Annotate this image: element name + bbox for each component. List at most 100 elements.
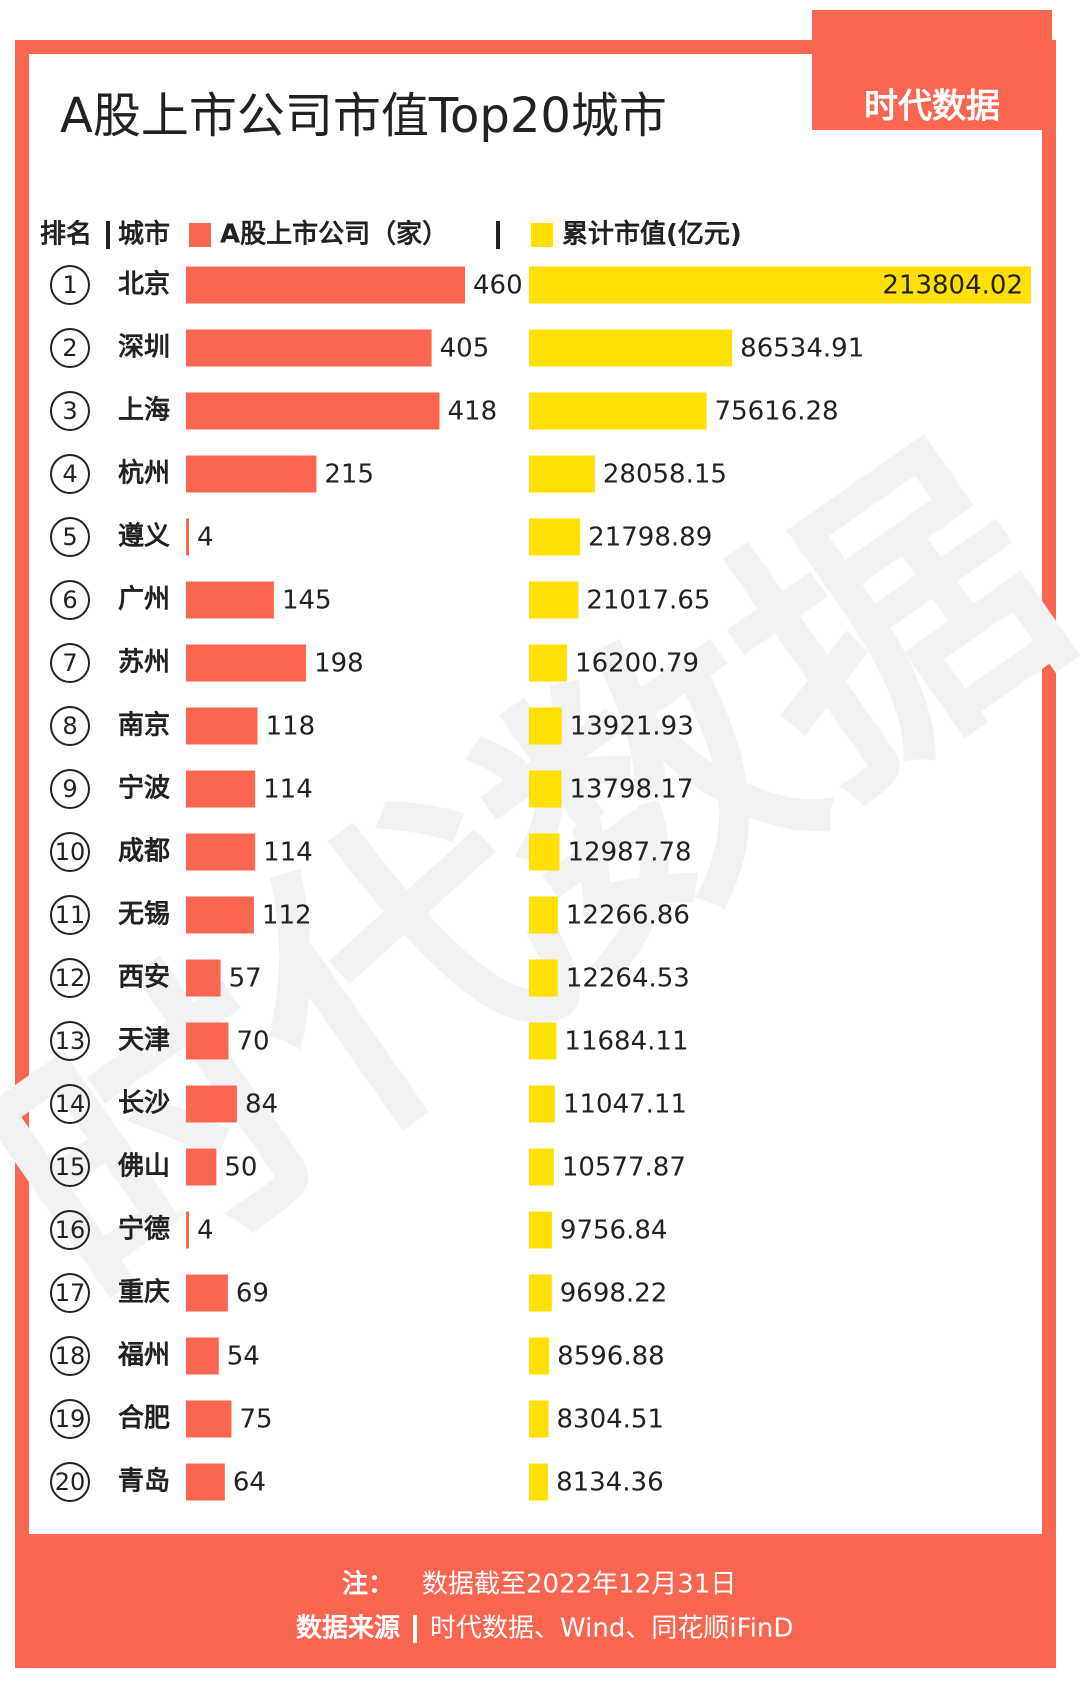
header-city: 城市 (118, 219, 170, 250)
rank-circle (50, 1462, 90, 1502)
value-label: 11684.11 (564, 1027, 688, 1057)
city: 长沙 (118, 1089, 170, 1119)
bar (529, 266, 1031, 304)
city: 青岛 (118, 1466, 170, 1497)
value-label: 75616.28 (715, 397, 839, 427)
bar (186, 1337, 219, 1375)
city: 杭州 (118, 458, 170, 489)
bar (186, 1274, 228, 1312)
value-label: 145 (282, 586, 332, 616)
value-label: 198 (314, 649, 364, 679)
city: 宁波 (118, 773, 171, 804)
bar (186, 959, 221, 997)
rank: 2 (62, 334, 77, 362)
value-label: 12987.78 (567, 838, 691, 868)
city: 成都 (118, 837, 170, 867)
rank-circle (50, 265, 90, 305)
bar (529, 833, 560, 871)
rank-circle (50, 832, 90, 872)
value-label: 215 (324, 460, 374, 490)
city: 天津 (118, 1026, 170, 1056)
legend-label: 累计市值(亿元) (562, 219, 742, 250)
value-label: 112 (262, 901, 312, 931)
bar (529, 1085, 555, 1123)
value-label: 86534.91 (740, 334, 864, 364)
value-label: 70 (236, 1027, 269, 1057)
bar (186, 581, 274, 619)
rank: 6 (62, 586, 77, 614)
bar (186, 1463, 225, 1501)
value-label: 460 (473, 271, 523, 301)
value-label: 16200.79 (575, 649, 699, 679)
legend-label: A股上市公司（家） (220, 219, 448, 250)
bar (529, 1211, 552, 1249)
city: 广州 (118, 585, 170, 615)
value-label: 8134.36 (556, 1468, 664, 1498)
bar (186, 1022, 229, 1060)
rank-circle (50, 1399, 90, 1439)
rank: 3 (62, 397, 77, 425)
header-rank: 排名 (40, 219, 92, 250)
city: 南京 (118, 710, 170, 741)
value-label: 84 (245, 1090, 278, 1120)
bar (186, 644, 307, 682)
value-label: 213804.02 (882, 271, 1023, 301)
rank-circle (50, 454, 90, 494)
value-label: 12266.86 (566, 901, 690, 931)
value-label: 9756.84 (560, 1216, 668, 1246)
rank: 8 (62, 712, 77, 740)
bar (529, 1148, 554, 1186)
rank: 10 (55, 838, 86, 866)
bar (529, 581, 579, 619)
legend-swatch (531, 223, 553, 247)
bar (186, 896, 254, 934)
value-label: 21798.89 (588, 523, 712, 553)
rank-circle (50, 1084, 90, 1124)
bar (529, 329, 733, 367)
rank: 15 (55, 1153, 86, 1181)
separator (106, 221, 110, 249)
value-label: 10577.87 (562, 1153, 686, 1183)
rank-circle (50, 706, 90, 746)
bar (186, 707, 258, 745)
value-label: 4 (197, 523, 214, 553)
rank: 5 (62, 523, 77, 551)
city: 无锡 (118, 900, 170, 930)
city: 重庆 (118, 1277, 170, 1308)
bar (529, 1463, 549, 1501)
bar (186, 1085, 237, 1123)
city: 深圳 (118, 333, 170, 363)
value-label: 28058.15 (603, 460, 727, 490)
logo-box (812, 10, 1052, 130)
city: 北京 (118, 269, 170, 300)
rank: 11 (55, 901, 86, 929)
value-label: 50 (224, 1153, 257, 1183)
bar (529, 770, 562, 808)
bar (529, 1400, 549, 1438)
rank-circle (50, 895, 90, 935)
rank-circle (50, 1336, 90, 1376)
rank: 16 (55, 1216, 86, 1244)
rank: 13 (55, 1027, 86, 1055)
rank: 12 (55, 964, 86, 992)
value-label: 405 (440, 334, 490, 364)
city: 福州 (117, 1341, 170, 1371)
value-label: 69 (236, 1279, 269, 1309)
source-label: 数据来源 (296, 1614, 400, 1644)
value-label: 13798.17 (569, 775, 693, 805)
value-label: 75 (239, 1405, 272, 1435)
note-label: 注： (342, 1569, 394, 1600)
rank: 1 (62, 271, 77, 299)
bar (186, 833, 256, 871)
city: 佛山 (117, 1152, 170, 1182)
rank-circle (50, 1147, 90, 1187)
value-label: 114 (263, 838, 313, 868)
value-label: 4 (197, 1216, 214, 1246)
bar (186, 1211, 189, 1249)
rank: 18 (55, 1342, 86, 1370)
source: 时代数据、Wind、同花顺iFinD (430, 1614, 793, 1644)
city: 西安 (118, 963, 170, 993)
rank: 19 (55, 1405, 86, 1433)
separator (413, 1615, 417, 1643)
